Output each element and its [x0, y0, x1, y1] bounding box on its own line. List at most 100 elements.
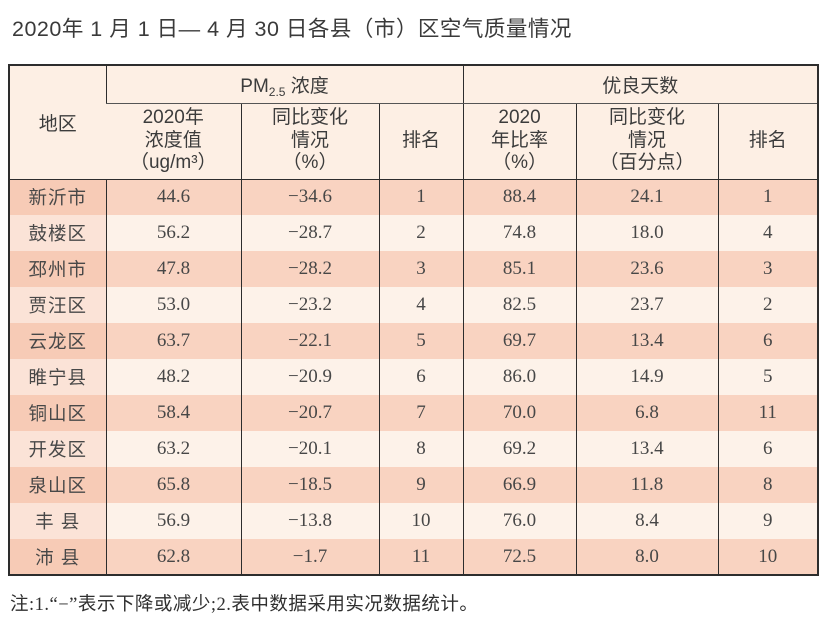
- pm-rank-cell: 3: [378, 251, 464, 287]
- table-row: 丰 县 56.9 −13.8 10 76.0 8.4 9: [9, 503, 819, 539]
- table-row: 云龙区 63.7 −22.1 5 69.7 13.4 6: [9, 323, 819, 359]
- days-change-cell: 6.8: [575, 395, 719, 431]
- days-rank-cell: 4: [717, 215, 819, 251]
- table-row: 睢宁县 48.2 −20.9 6 86.0 14.9 5: [9, 359, 819, 395]
- days-ratio-cell: 66.9: [462, 467, 577, 503]
- table-row: 鼓楼区 56.2 −28.7 2 74.8 18.0 4: [9, 215, 819, 251]
- table-row: 铜山区 58.4 −20.7 7 70.0 6.8 11: [9, 395, 819, 431]
- region-cell: 开发区: [9, 431, 106, 467]
- pm-value-cell: 48.2: [105, 359, 241, 395]
- region-cell: 丰 县: [9, 503, 106, 539]
- days-ratio-cell: 85.1: [462, 251, 577, 287]
- header-pm-value: 2020年 浓度值 （ug/m³）: [106, 103, 241, 179]
- days-ratio-cell: 82.5: [462, 287, 577, 323]
- pm-label-suffix: 浓度: [285, 75, 329, 97]
- pm-rank-cell: 7: [378, 395, 464, 431]
- pm-rank-cell: 5: [378, 323, 464, 359]
- days-change-cell: 23.7: [575, 287, 719, 323]
- days-change-cell: 13.4: [575, 431, 719, 467]
- days-change-cell: 18.0: [575, 215, 719, 251]
- pm-change-cell: −13.8: [240, 503, 379, 539]
- pm-rank-cell: 11: [378, 539, 464, 575]
- pm-change-cell: −18.5: [240, 467, 379, 503]
- pm-change-cell: −20.9: [240, 359, 379, 395]
- pm-change-cell: −34.6: [240, 179, 379, 215]
- days-ratio-cell: 69.7: [462, 323, 577, 359]
- days-rank-cell: 3: [717, 251, 819, 287]
- region-cell: 鼓楼区: [9, 215, 106, 251]
- days-change-cell: 14.9: [575, 359, 719, 395]
- pm-value-cell: 53.0: [105, 287, 241, 323]
- days-change-cell: 8.4: [575, 503, 719, 539]
- air-quality-table: 地区 PM2.5 浓度 优良天数 2020年 浓度值 （ug/m³） 同比变化 …: [8, 64, 820, 576]
- pm-change-cell: −28.7: [240, 215, 379, 251]
- pm-value-cell: 56.2: [105, 215, 241, 251]
- pm-change-cell: −1.7: [240, 539, 379, 575]
- days-change-cell: 8.0: [575, 539, 719, 575]
- table-row: 新沂市 44.6 −34.6 1 88.4 24.1 1: [9, 179, 819, 215]
- days-rank-cell: 10: [717, 539, 819, 575]
- pm-rank-cell: 6: [378, 359, 464, 395]
- days-ratio-cell: 86.0: [462, 359, 577, 395]
- days-change-cell: 13.4: [575, 323, 719, 359]
- footnote: 注:1.“−”表示下降或减少;2.表中数据采用实况数据统计。: [10, 595, 479, 615]
- table-row: 贾汪区 53.0 −23.2 4 82.5 23.7 2: [9, 287, 819, 323]
- pm-rank-cell: 8: [378, 431, 464, 467]
- pm-rank-cell: 10: [378, 503, 464, 539]
- days-ratio-cell: 74.8: [462, 215, 577, 251]
- header-days-rank: 排名: [717, 103, 819, 179]
- pm-rank-cell: 2: [378, 215, 464, 251]
- pm-value-cell: 44.6: [105, 179, 241, 215]
- table-header: 地区 PM2.5 浓度 优良天数 2020年 浓度值 （ug/m³） 同比变化 …: [9, 65, 819, 179]
- region-cell: 铜山区: [9, 395, 106, 431]
- region-cell: 云龙区: [9, 323, 106, 359]
- days-rank-cell: 6: [717, 323, 819, 359]
- days-rank-cell: 9: [717, 503, 819, 539]
- table-row: 沛 县 62.8 −1.7 11 72.5 8.0 10: [9, 539, 819, 575]
- days-rank-cell: 5: [717, 359, 819, 395]
- pm-rank-cell: 9: [378, 467, 464, 503]
- pm-rank-cell: 4: [378, 287, 464, 323]
- days-ratio-cell: 88.4: [462, 179, 577, 215]
- table-body: 新沂市 44.6 −34.6 1 88.4 24.1 1 鼓楼区 56.2 −2…: [9, 179, 819, 575]
- page-title: 2020年 1 月 1 日— 4 月 30 日各县（市）区空气质量情况: [12, 17, 572, 41]
- region-cell: 泉山区: [9, 467, 106, 503]
- pm-label-subscript: 2.5: [268, 84, 286, 99]
- pm-value-cell: 47.8: [105, 251, 241, 287]
- region-cell: 沛 县: [9, 539, 106, 575]
- days-ratio-cell: 69.2: [462, 431, 577, 467]
- pm-change-cell: −22.1: [240, 323, 379, 359]
- table-row: 泉山区 65.8 −18.5 9 66.9 11.8 8: [9, 467, 819, 503]
- header-pm-change: 同比变化 情况 （%）: [240, 103, 379, 179]
- pm-change-cell: −20.7: [240, 395, 379, 431]
- header-region: 地区: [9, 65, 106, 179]
- header-days-group: 优良天数: [462, 65, 819, 104]
- days-change-cell: 24.1: [575, 179, 719, 215]
- pm-change-cell: −28.2: [240, 251, 379, 287]
- pm-change-cell: −23.2: [240, 287, 379, 323]
- pm-value-cell: 63.2: [105, 431, 241, 467]
- pm-value-cell: 65.8: [105, 467, 241, 503]
- header-group-row: 地区 PM2.5 浓度 优良天数: [9, 65, 819, 179]
- header-days-ratio: 2020 年比率 （%）: [462, 103, 577, 179]
- table-row: 开发区 63.2 −20.1 8 69.2 13.4 6: [9, 431, 819, 467]
- table-row: 邳州市 47.8 −28.2 3 85.1 23.6 3: [9, 251, 819, 287]
- pm-change-cell: −20.1: [240, 431, 379, 467]
- days-rank-cell: 6: [717, 431, 819, 467]
- pm-label-prefix: PM: [240, 75, 269, 97]
- header-pm-rank: 排名: [378, 103, 464, 179]
- days-change-cell: 23.6: [575, 251, 719, 287]
- pm-value-cell: 62.8: [105, 539, 241, 575]
- pm-rank-cell: 1: [378, 179, 464, 215]
- days-rank-cell: 2: [717, 287, 819, 323]
- region-cell: 贾汪区: [9, 287, 106, 323]
- pm-value-cell: 56.9: [105, 503, 241, 539]
- header-days-change: 同比变化 情况 （百分点）: [575, 103, 719, 179]
- days-rank-cell: 11: [717, 395, 819, 431]
- region-cell: 邳州市: [9, 251, 106, 287]
- days-rank-cell: 8: [717, 467, 819, 503]
- days-ratio-cell: 76.0: [462, 503, 577, 539]
- days-change-cell: 11.8: [575, 467, 719, 503]
- header-sub-row: 2020年 浓度值 （ug/m³） 同比变化 情况 （%） 排名 2020 年比…: [9, 103, 819, 179]
